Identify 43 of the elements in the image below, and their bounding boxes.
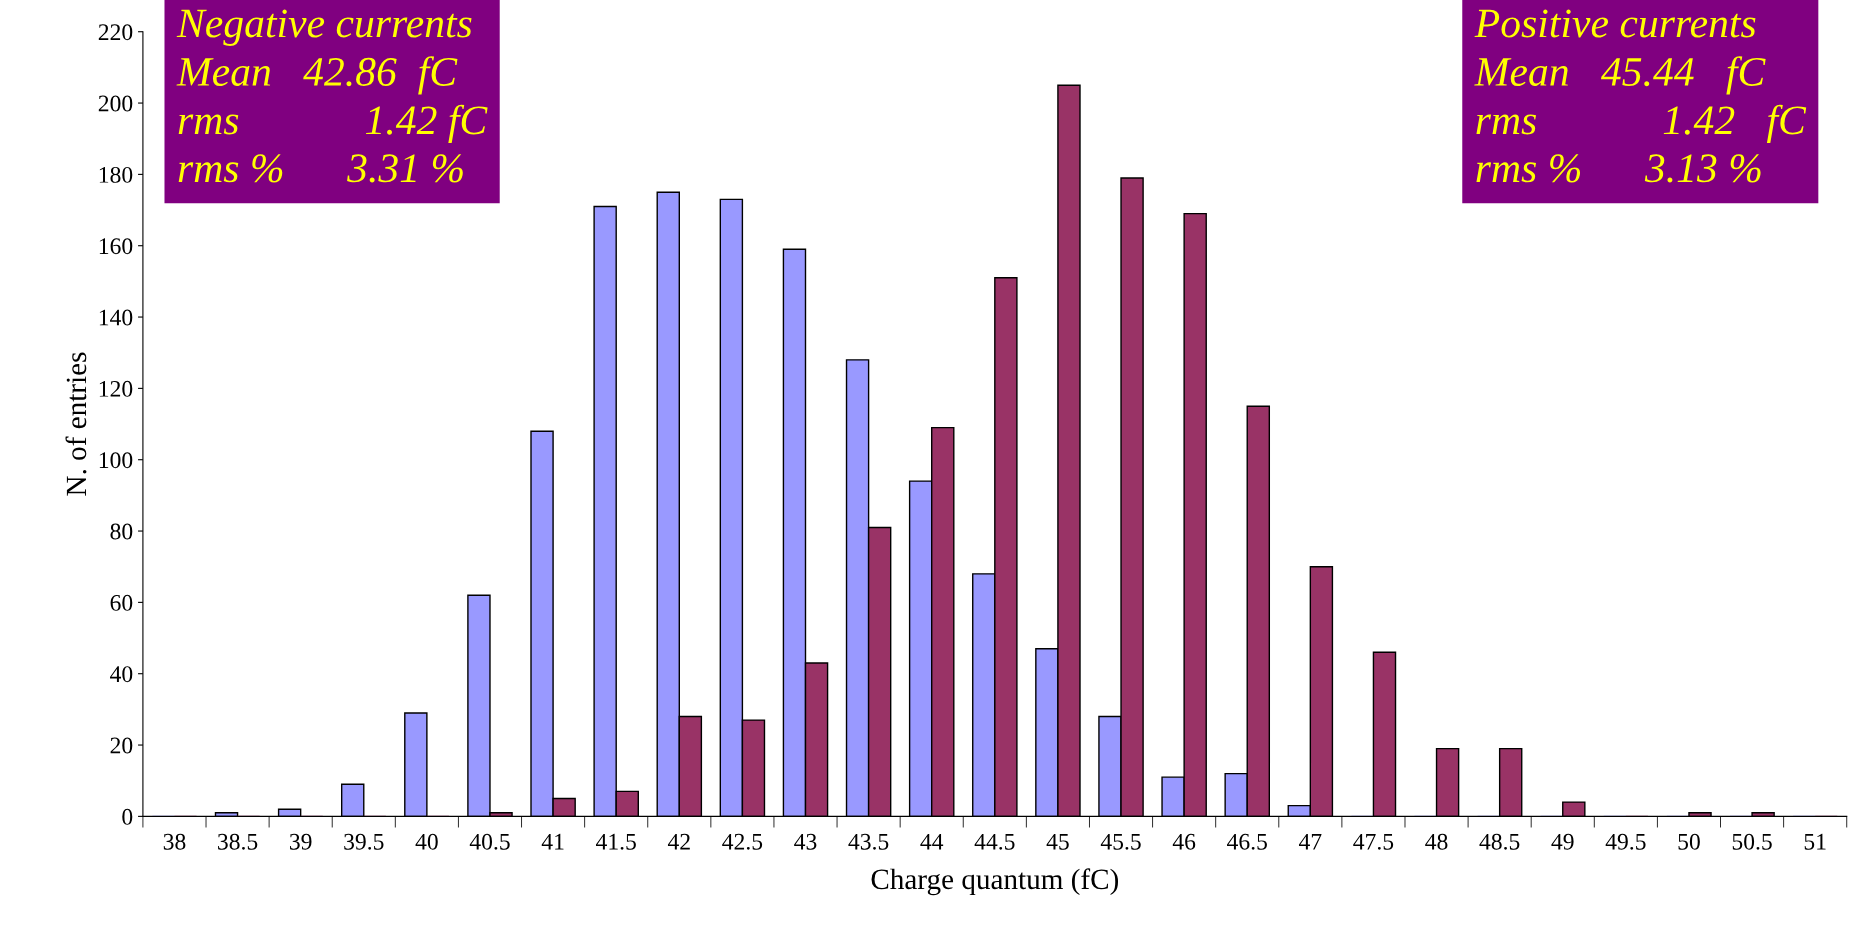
x-tick-label: 49.5 <box>1605 833 1646 850</box>
x-tick-label: 39 <box>290 833 312 850</box>
x-tick-label: 42 <box>667 833 690 850</box>
x-tick-label: 50.5 <box>1732 833 1772 850</box>
y-tick-label: 220 <box>98 24 133 41</box>
y-tick-label: 140 <box>99 309 133 326</box>
x-tick-label: 40.5 <box>469 833 510 850</box>
annotation: Positive currents Mean 45.44 fC rms 1.42 fC rms % 3.13 % <box>1474 9 1807 183</box>
x-tick-label: 43.5 <box>848 833 889 850</box>
x-tick-label: 44.5 <box>974 833 1015 850</box>
x-tick-label: 45 <box>1046 833 1069 850</box>
y-tick-label: 60 <box>110 594 133 611</box>
x-tick-label: 41.5 <box>595 833 636 850</box>
x-tick-label: 46 <box>1172 833 1196 850</box>
x-tick-label: 47.5 <box>1353 833 1394 850</box>
x-tick-label: 43 <box>794 833 817 850</box>
x-tick-label: 48.5 <box>1479 833 1520 850</box>
y-tick-label: 100 <box>99 452 133 469</box>
y-tick-label: 180 <box>99 166 133 183</box>
annotation: Negative currents Mean 42.86 fC rms 1.42 fC rms % 3.31 % <box>176 9 488 183</box>
y-axis-title: N. of entries <box>65 352 87 496</box>
x-tick-label: 48 <box>1425 833 1448 850</box>
x-tick-label: 51 <box>1804 833 1826 850</box>
x-tick-label: 50 <box>1678 833 1700 850</box>
y-tick-label: 120 <box>99 380 133 397</box>
y-tick-label: 80 <box>110 523 133 540</box>
x-axis-title: Charge quantum (fC) <box>871 868 1119 896</box>
y-tick-label: 160 <box>99 238 133 255</box>
x-tick-label: 46.5 <box>1227 833 1267 850</box>
x-tick-label: 38 <box>163 833 186 850</box>
x-tick-label: 40 <box>415 833 438 850</box>
x-tick-label: 44 <box>920 833 944 850</box>
x-tick-label: 42.5 <box>722 833 763 850</box>
y-tick-label: 200 <box>98 95 133 112</box>
y-tick-label: 0 <box>122 808 133 825</box>
x-tick-label: 39.5 <box>344 833 384 850</box>
x-tick-label: 47 <box>1298 833 1322 850</box>
x-tick-label: 38.5 <box>218 833 258 850</box>
x-tick-label: 45.5 <box>1100 833 1141 850</box>
y-tick-label: 40 <box>110 666 133 683</box>
x-tick-label: 41 <box>541 833 564 850</box>
y-tick-label: 20 <box>110 737 133 754</box>
x-tick-label: 49 <box>1551 833 1574 850</box>
